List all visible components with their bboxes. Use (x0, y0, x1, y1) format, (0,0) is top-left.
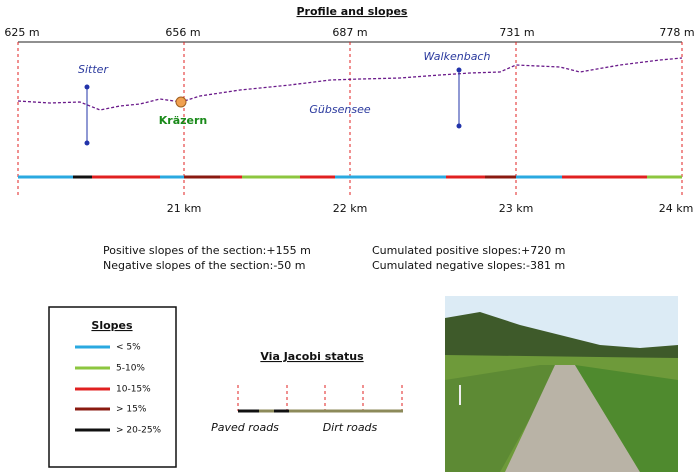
legend-label: 5-10% (116, 364, 145, 374)
title: Profile and slopes (297, 5, 408, 18)
stat: Cumulated positive slopes:+720 m (372, 244, 565, 257)
profile-line (17, 57, 683, 111)
status-dividers (237, 385, 403, 411)
altitude: 731 m (499, 26, 534, 39)
legend-label: 10-15% (116, 385, 151, 395)
altitude: 778 m (659, 26, 694, 39)
legend-box (48, 306, 177, 468)
status-title: Via Jacobi status (260, 350, 364, 363)
legend-title: Slopes (91, 319, 133, 332)
distance: 23 km (499, 202, 534, 215)
legend-label: > 20-25% (116, 426, 162, 436)
stat: Positive slopes of the section:+155 m (103, 244, 311, 257)
place: Walkenbach (424, 50, 491, 63)
distance: 22 km (333, 202, 368, 215)
distance: 24 km (659, 202, 694, 215)
dividers (17, 42, 683, 195)
status-label: Paved roads (211, 421, 279, 434)
altitude: 656 m (165, 26, 200, 39)
distance: 21 km (167, 202, 202, 215)
place: Gübsensee (309, 103, 370, 116)
legend-label: < 5% (116, 343, 141, 353)
marker-dot (84, 140, 90, 146)
stat: Cumulated negative slopes:-381 m (372, 259, 565, 272)
altitude: 625 m (4, 26, 39, 39)
marker-dot (84, 84, 90, 90)
legend-label: > 15% (116, 405, 147, 415)
stat: Negative slopes of the section:-50 m (103, 259, 306, 272)
place: Sitter (78, 63, 109, 76)
place: Kräzern (159, 114, 208, 127)
location (175, 96, 187, 108)
marker-dot (456, 123, 462, 129)
photo (445, 296, 678, 472)
altitude: 687 m (332, 26, 367, 39)
status-label: Dirt roads (323, 421, 378, 434)
marker-dot (456, 67, 462, 73)
legend-swatches (75, 345, 110, 432)
